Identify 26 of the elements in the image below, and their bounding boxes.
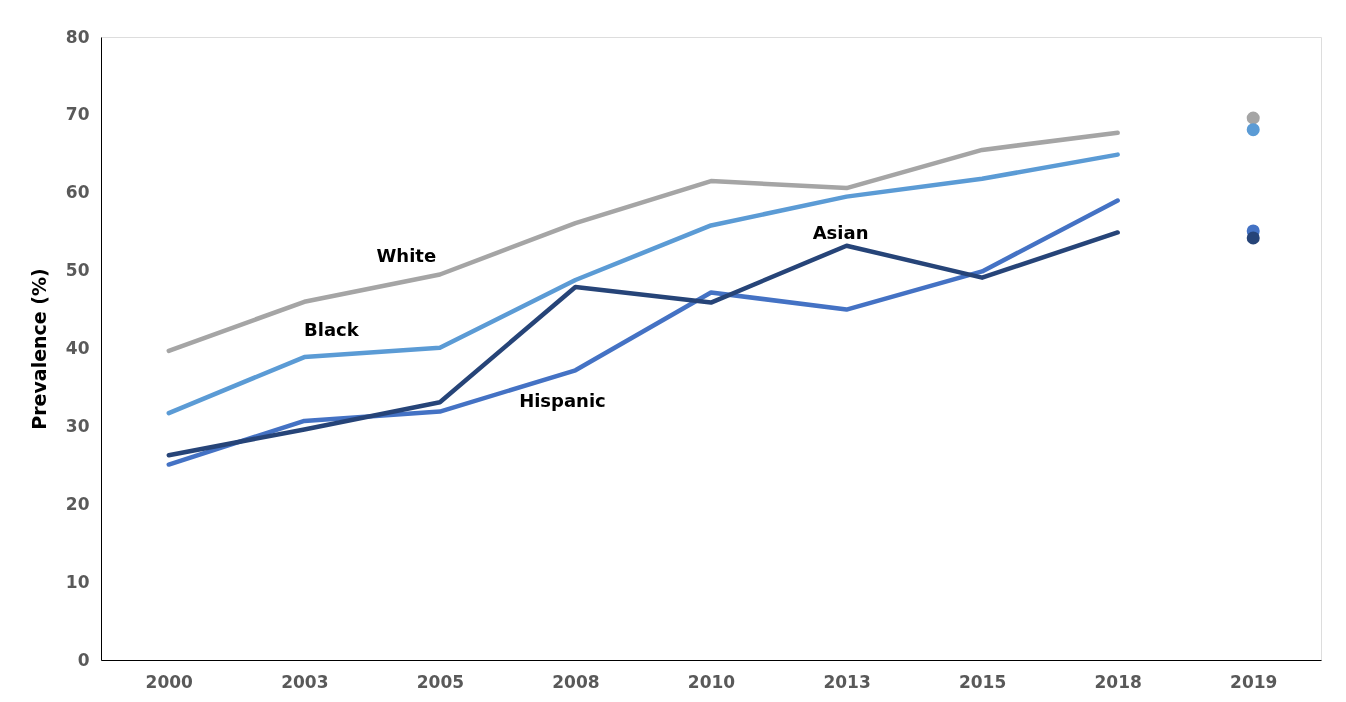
line-series (166, 152, 1120, 416)
x-tick-label: 2010 (687, 671, 736, 692)
y-axis-title: Prevalence (%) (27, 268, 50, 430)
x-tick-label: 2005 (416, 671, 465, 692)
y-tick-label: 20 (65, 493, 90, 514)
y-tick-label: 80 (65, 26, 90, 47)
series-label: Hispanic (519, 390, 606, 412)
y-tick-label: 10 (65, 571, 90, 592)
series-label: White (376, 244, 437, 266)
line-series (166, 130, 1120, 354)
y-tick-label: 30 (65, 415, 90, 436)
x-tick-label: 2008 (552, 671, 600, 692)
series-label: Asian (812, 221, 869, 243)
x-tick-label: 2018 (1094, 671, 1142, 692)
x-tick-label: 2000 (145, 671, 194, 692)
y-tick-label: 50 (65, 260, 90, 281)
x-tick-label: 2015 (958, 671, 1007, 692)
x-tick-label: 2019 (1230, 671, 1278, 692)
x-tick-label: 2003 (281, 671, 329, 692)
y-tick-label: 40 (65, 338, 90, 358)
y-tick-label: 70 (65, 104, 90, 125)
y-tick-label: 60 (65, 182, 90, 203)
x-tick-label: 2013 (823, 671, 871, 692)
line-series (166, 198, 1120, 467)
series-label: Black (303, 319, 360, 341)
y-tick-label: 0 (77, 649, 90, 670)
